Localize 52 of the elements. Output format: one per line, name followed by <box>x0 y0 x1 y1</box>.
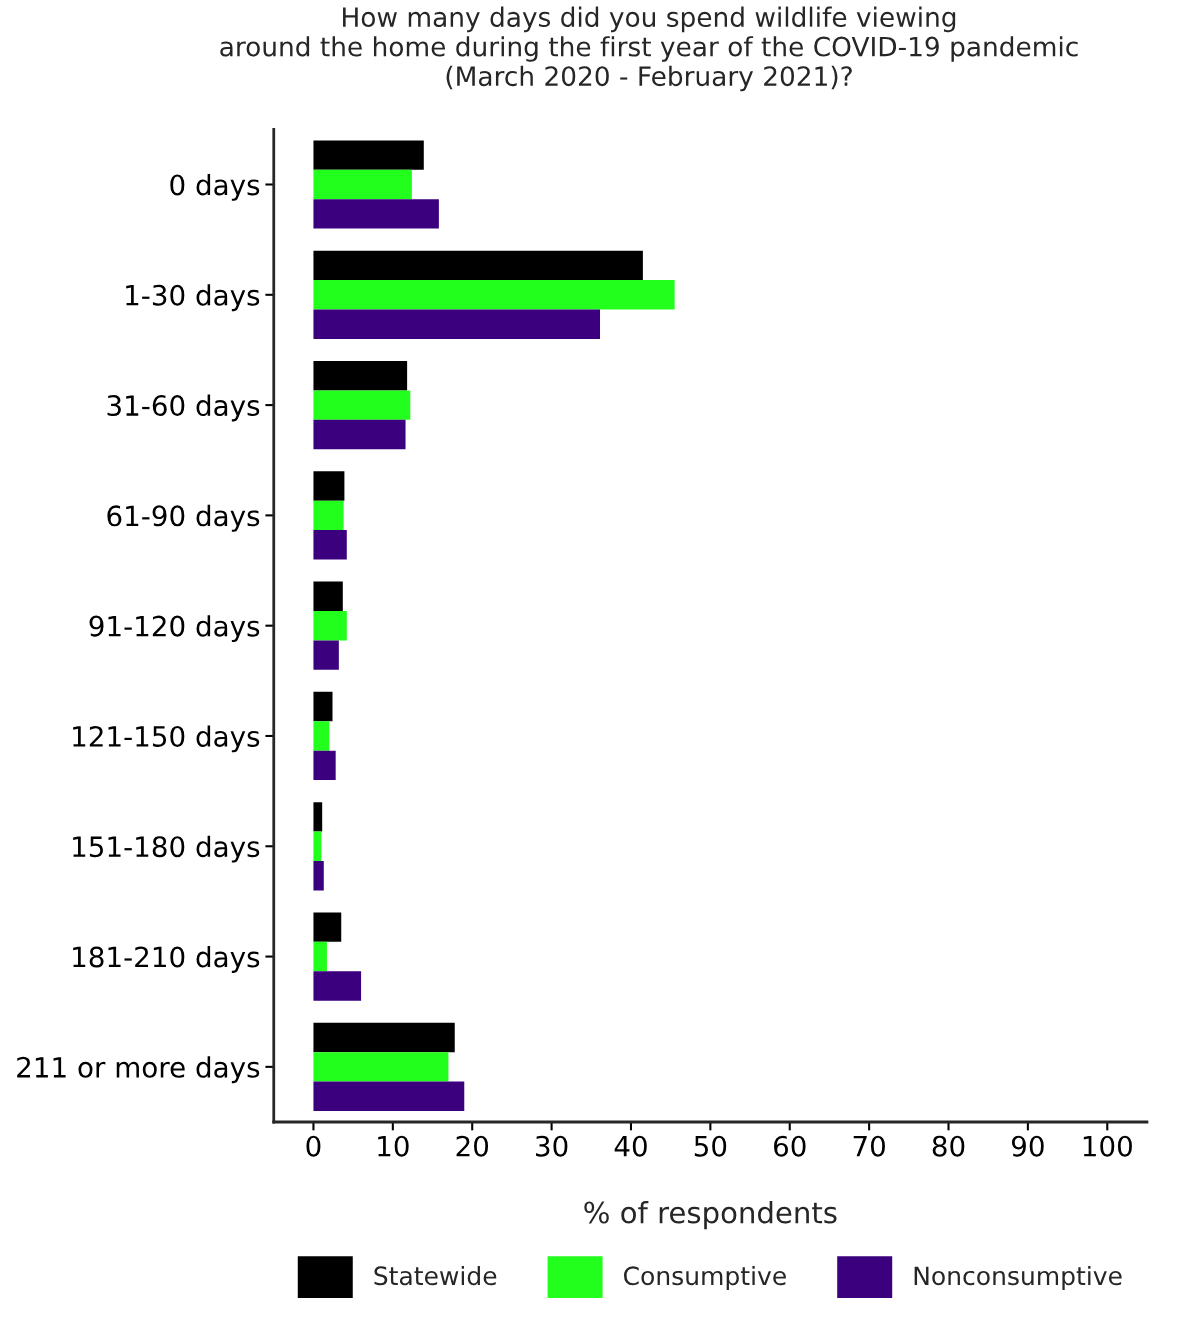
x-tick-label: 90 <box>1011 1135 1044 1157</box>
bar <box>313 250 643 281</box>
x-tick-label: 60 <box>774 1135 806 1157</box>
x-tick-label: 100 <box>1083 1135 1132 1157</box>
y-tick-label: 31-60 days <box>107 394 260 422</box>
bar <box>313 691 333 722</box>
bar <box>313 199 439 229</box>
x-tick-label: 40 <box>614 1135 647 1157</box>
bar <box>313 1081 465 1111</box>
x-tick-label: 0 <box>306 1135 321 1157</box>
chart-title: How many days did you spend wildlife viewing around the home during the first year of the COVID-19 pandemic (March 2020 - February 2021)? <box>220 6 1078 92</box>
bar <box>313 390 411 420</box>
bar <box>313 721 330 751</box>
legend-label: Statewide <box>374 1265 497 1286</box>
bar <box>313 860 324 891</box>
legend-label: Consumptive <box>623 1265 786 1291</box>
bar <box>313 802 323 832</box>
bar <box>313 309 601 339</box>
bar <box>313 750 336 781</box>
x-tick-label: 30 <box>536 1135 568 1157</box>
x-tick-label: 70 <box>853 1135 885 1157</box>
y-tick-label: 1-30 days <box>126 284 260 312</box>
y-tick-label: 211 or more days <box>17 1056 260 1084</box>
bar <box>313 500 344 531</box>
y-tick-label: 0 days <box>170 173 260 201</box>
x-tick-label: 80 <box>932 1135 965 1157</box>
bar <box>313 581 343 611</box>
y-tick-label: 121-150 days <box>73 725 260 753</box>
bar <box>313 530 347 560</box>
bar <box>313 941 327 972</box>
bar <box>313 471 345 501</box>
legend-label: Nonconsumptive <box>914 1265 1122 1291</box>
bar <box>313 971 362 1001</box>
bar <box>313 1022 455 1053</box>
y-tick-label: 61-90 days <box>107 504 260 532</box>
bar <box>313 831 322 861</box>
bar <box>313 360 408 391</box>
y-tick-label: 181-210 days <box>73 946 260 973</box>
bar <box>313 169 412 200</box>
bar <box>313 640 339 670</box>
x-tick-label: 20 <box>456 1135 489 1157</box>
x-axis-title: % of respondents <box>584 1200 837 1230</box>
bar <box>313 419 406 450</box>
x-tick-label: 50 <box>694 1135 727 1157</box>
bar <box>313 140 424 170</box>
x-tick-label: 10 <box>378 1135 409 1157</box>
bar <box>313 1052 449 1082</box>
bar <box>313 610 347 641</box>
y-tick-label: 91-120 days <box>89 615 260 643</box>
bar <box>313 912 342 942</box>
y-tick-label: 151-180 days <box>73 835 260 863</box>
bar <box>313 280 675 310</box>
